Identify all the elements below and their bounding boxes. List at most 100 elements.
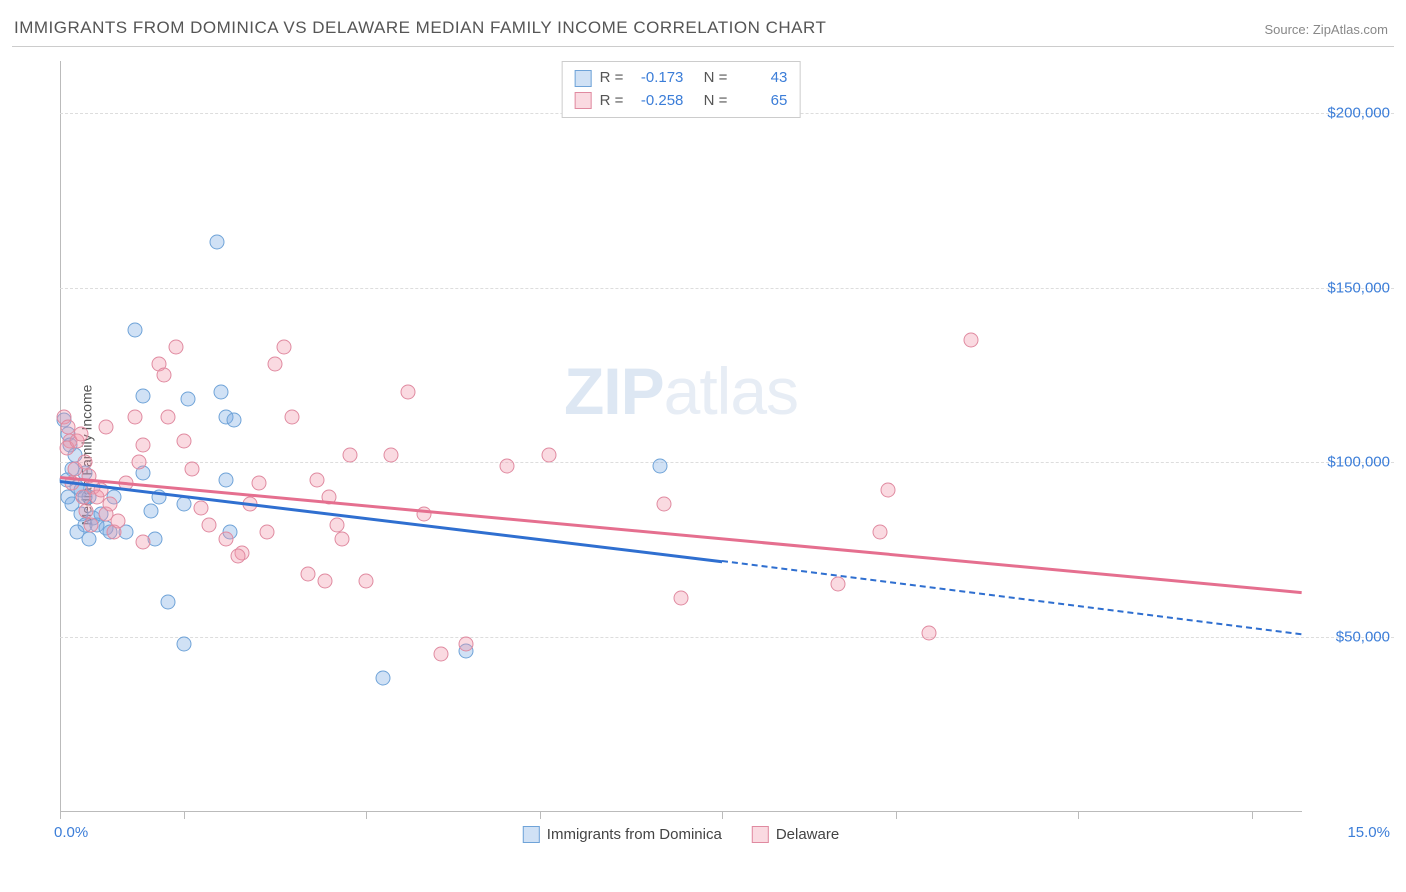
data-point <box>156 367 171 382</box>
data-point <box>81 531 96 546</box>
data-point <box>73 427 88 442</box>
data-point <box>375 671 390 686</box>
source-link[interactable]: ZipAtlas.com <box>1313 22 1388 37</box>
ytick-label: $150,000 <box>1310 279 1390 296</box>
data-point <box>226 413 241 428</box>
n-value-0: 43 <box>735 67 787 90</box>
r-value-0: -0.173 <box>631 67 683 90</box>
ytick-label: $100,000 <box>1310 454 1390 471</box>
data-point <box>342 448 357 463</box>
plot-area: ZIPatlas R = -0.173 N = 43 R = -0.258 N … <box>60 61 1302 812</box>
data-point <box>84 517 99 532</box>
n-label: N = <box>704 90 728 113</box>
n-value-1: 65 <box>735 90 787 113</box>
regression-line <box>722 560 1302 635</box>
gridline <box>60 462 1394 463</box>
watermark-rest: atlas <box>664 354 798 428</box>
data-point <box>193 500 208 515</box>
regression-line <box>60 476 1302 594</box>
stats-legend: R = -0.173 N = 43 R = -0.258 N = 65 <box>562 61 801 118</box>
data-point <box>317 573 332 588</box>
data-point <box>922 626 937 641</box>
data-point <box>181 392 196 407</box>
stats-row-1: R = -0.258 N = 65 <box>575 90 788 113</box>
ytick-label: $200,000 <box>1310 105 1390 122</box>
legend-swatch-1 <box>752 826 769 843</box>
legend-swatch-0 <box>523 826 540 843</box>
data-point <box>144 504 159 519</box>
swatch-series-1 <box>575 92 592 109</box>
data-point <box>334 531 349 546</box>
watermark: ZIPatlas <box>564 353 798 429</box>
legend-label-0: Immigrants from Dominica <box>547 826 722 843</box>
data-point <box>135 388 150 403</box>
gridline <box>60 288 1394 289</box>
r-value-1: -0.258 <box>631 90 683 113</box>
xtick <box>896 811 897 819</box>
data-point <box>127 322 142 337</box>
data-point <box>102 497 117 512</box>
data-point <box>400 385 415 400</box>
data-point <box>251 476 266 491</box>
data-point <box>657 497 672 512</box>
x-axis-label-max: 15.0% <box>1347 824 1390 841</box>
legend-label-1: Delaware <box>776 826 839 843</box>
legend-item-0: Immigrants from Dominica <box>523 826 722 843</box>
xtick <box>722 811 723 819</box>
legend-item-1: Delaware <box>752 826 839 843</box>
xtick <box>184 811 185 819</box>
data-point <box>135 535 150 550</box>
data-point <box>541 448 556 463</box>
data-point <box>301 566 316 581</box>
xtick <box>366 811 367 819</box>
data-point <box>79 504 94 519</box>
data-point <box>260 524 275 539</box>
data-point <box>330 517 345 532</box>
data-point <box>127 409 142 424</box>
stats-row-0: R = -0.173 N = 43 <box>575 67 788 90</box>
data-point <box>276 340 291 355</box>
swatch-series-0 <box>575 70 592 87</box>
data-point <box>500 458 515 473</box>
data-point <box>110 514 125 529</box>
data-point <box>433 647 448 662</box>
data-point <box>458 636 473 651</box>
data-point <box>210 235 225 250</box>
xtick <box>1078 811 1079 819</box>
data-point <box>218 472 233 487</box>
data-point <box>653 458 668 473</box>
data-point <box>77 455 92 470</box>
gridline <box>60 637 1394 638</box>
data-point <box>160 594 175 609</box>
data-point <box>231 549 246 564</box>
chart-container: Median Family Income ZIPatlas R = -0.173… <box>12 46 1394 862</box>
r-label: R = <box>600 90 624 113</box>
data-point <box>384 448 399 463</box>
data-point <box>674 591 689 606</box>
chart-title: IMMIGRANTS FROM DOMINICA VS DELAWARE MED… <box>14 18 826 38</box>
data-point <box>214 385 229 400</box>
data-point <box>872 524 887 539</box>
data-point <box>160 409 175 424</box>
data-point <box>284 409 299 424</box>
data-point <box>177 497 192 512</box>
data-point <box>309 472 324 487</box>
data-point <box>76 490 91 505</box>
data-point <box>98 420 113 435</box>
data-point <box>268 357 283 372</box>
data-point <box>963 333 978 348</box>
watermark-bold: ZIP <box>564 354 664 428</box>
data-point <box>185 462 200 477</box>
xtick <box>540 811 541 819</box>
r-label: R = <box>600 67 624 90</box>
data-point <box>135 437 150 452</box>
data-point <box>359 573 374 588</box>
xtick <box>60 811 61 819</box>
data-point <box>881 483 896 498</box>
data-point <box>202 517 217 532</box>
n-label: N = <box>704 67 728 90</box>
source-prefix: Source: <box>1264 22 1312 37</box>
data-point <box>218 531 233 546</box>
x-axis-label-min: 0.0% <box>54 824 88 841</box>
data-point <box>177 636 192 651</box>
